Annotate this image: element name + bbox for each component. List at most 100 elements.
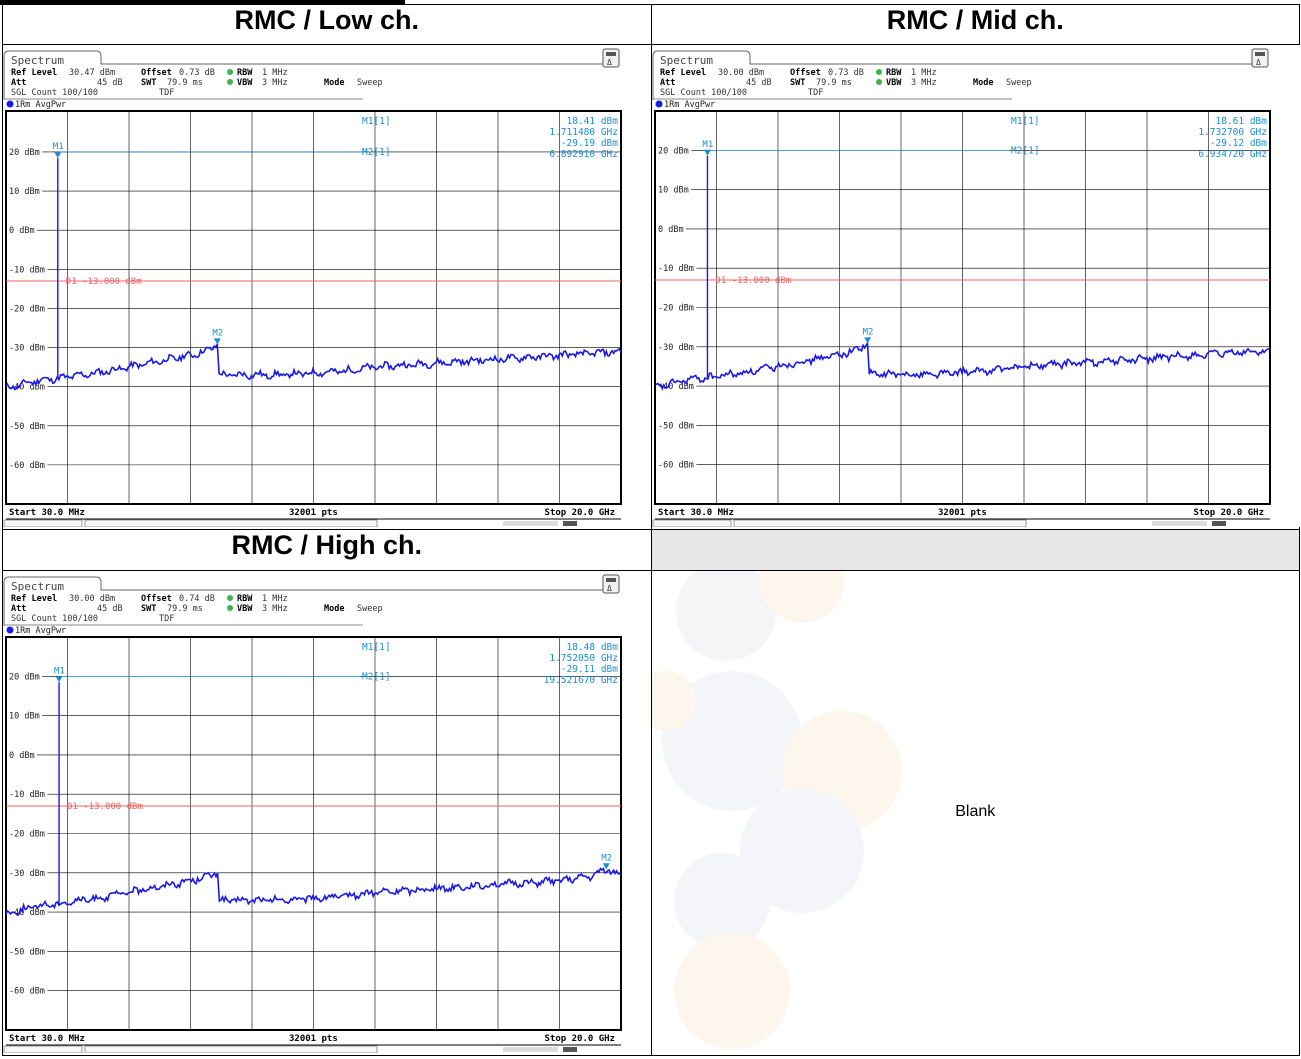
y-tick-label: -60 dBm <box>9 461 45 471</box>
y-tick-label-bg <box>7 146 43 158</box>
marker-label-m1: M1 <box>702 140 713 150</box>
vbw-value: 3 MHz <box>911 78 937 88</box>
progress-indicator <box>1151 521 1207 527</box>
trace-label: 1Rm AvgPwr <box>15 100 66 110</box>
mode-value: Sweep <box>357 78 383 88</box>
trace-indicator-dot <box>6 626 14 634</box>
panel-title: Spectrum <box>660 54 713 67</box>
limit-line-label: D1 -13.000 dBm <box>67 802 143 812</box>
y-tick-label: -20 dBm <box>9 829 45 839</box>
y-tick-label-bg <box>7 827 48 839</box>
swt-label: SWT <box>141 78 156 88</box>
rbw-value: 1 MHz <box>262 594 288 604</box>
att-value: 45 dB <box>97 604 123 614</box>
y-tick-label-bg <box>655 458 696 470</box>
rbw-value: 1 MHz <box>262 68 288 78</box>
offset-coupled-dot <box>227 594 233 601</box>
y-tick-label: -20 dBm <box>9 305 45 315</box>
header-empty <box>650 529 1300 571</box>
y-tick-label: -10 dBm <box>658 264 694 274</box>
tab-outline <box>3 576 619 626</box>
m2-readout-level: -29.11 dBm <box>561 664 618 675</box>
stop-frequency: Stop 20.0 GHz <box>1193 508 1263 518</box>
y-tick-label-bg <box>7 419 48 431</box>
rbw-label: RBW <box>237 68 253 78</box>
y-tick-label-bg <box>655 262 696 274</box>
y-tick-label-bg <box>655 301 696 313</box>
status-field-1 <box>3 519 83 528</box>
ref-level-label: Ref Level <box>11 68 57 78</box>
ref-level-value: 30.00 dBm <box>718 68 764 78</box>
marker-triangle-m2 <box>602 862 610 869</box>
offset-coupled-dot <box>227 69 233 76</box>
m1-readout-level: 18.48 dBm <box>567 642 619 653</box>
status-icon <box>563 521 577 527</box>
marker-label-m2: M2 <box>862 328 873 338</box>
start-frequency: Start 30.0 MHz <box>9 508 85 518</box>
y-tick-label: -40 dBm <box>9 908 45 918</box>
spectrum-trace <box>654 341 1270 392</box>
vbw-value: 3 MHz <box>262 78 288 88</box>
results-table: RMC / Low ch. RMC / Mid ch. Spectrum Δ Ref… <box>2 3 1300 1057</box>
settings-icon-bar <box>606 577 616 582</box>
sgl-count: SGL Count 100/100 <box>660 88 747 98</box>
y-tick-label: 0 dBm <box>9 226 35 236</box>
y-tick-label-bg <box>7 185 43 197</box>
m2-readout-freq: 19.521670 GHz <box>544 675 618 686</box>
y-tick-label: 10 dBm <box>658 186 689 196</box>
marker-triangle-m1 <box>703 149 711 156</box>
status-field-2 <box>733 519 1026 528</box>
status-field-1 <box>3 1045 83 1053</box>
start-frequency: Start 30.0 MHz <box>658 508 734 518</box>
plot-cell-mid: Spectrum Δ Ref Level 30.00 dBm Offset 0.73 dB… <box>650 44 1300 531</box>
y-tick-label-bg <box>7 380 48 392</box>
m2-readout-label: M2[1] <box>362 147 391 158</box>
marker-label-m2: M2 <box>212 329 223 339</box>
y-tick-label-bg <box>7 459 48 471</box>
swt-value: 79.9 ms <box>167 604 203 614</box>
y-tick-label-bg <box>655 223 686 235</box>
limit-line-label: D1 -13.000 dBm <box>715 276 791 286</box>
status-field-2 <box>84 519 378 528</box>
att-label: Att <box>11 78 26 88</box>
marker-label-m2: M2 <box>601 853 612 863</box>
marker-triangle-m1 <box>55 675 63 682</box>
offset-value: 0.73 dB <box>828 68 864 78</box>
settings-icon-bar <box>1254 52 1265 57</box>
tab-outline <box>3 50 619 101</box>
att-value: 45 dB <box>746 78 772 88</box>
tab-outline <box>652 50 1268 101</box>
y-tick-label: 10 dBm <box>9 711 40 721</box>
blank-cell: Blank <box>650 569 1300 1057</box>
mode-label: Mode <box>973 78 993 88</box>
m1-readout-level: 18.61 dBm <box>1215 116 1267 127</box>
m1-readout-freq: 1.732700 GHz <box>1198 127 1267 138</box>
y-tick-label: -10 dBm <box>9 790 45 800</box>
vbw-value: 3 MHz <box>262 604 288 614</box>
progress-indicator <box>503 1046 558 1052</box>
marker-triangle-m1 <box>54 152 62 159</box>
y-tick-label: -20 dBm <box>658 304 694 314</box>
ref-level-value: 30.47 dBm <box>69 68 115 78</box>
swt-value: 79.9 ms <box>167 78 203 88</box>
swt-coupled-dot <box>227 79 233 86</box>
marker-triangle-m2 <box>213 338 221 345</box>
y-tick-label: -10 dBm <box>9 265 45 275</box>
spectrum-plot-low: Spectrum Δ Ref Level 30.47 dBm Offset 0.73 dB… <box>3 45 651 528</box>
header-high-channel: RMC / High ch. <box>2 529 652 571</box>
y-tick-label: -40 dBm <box>9 383 45 393</box>
y-tick-label-bg <box>655 144 691 156</box>
mode-label: Mode <box>324 78 344 88</box>
spectrum-plot-high: Spectrum Δ Ref Level 30.00 dBm Offset 0.74 dB… <box>3 570 651 1053</box>
vbw-label: VBW <box>237 604 253 614</box>
y-tick-label-bg <box>655 419 696 431</box>
y-tick-label: -30 dBm <box>658 343 694 353</box>
m1-readout-freq: 1.711480 GHz <box>549 127 618 138</box>
y-tick-label: -50 dBm <box>9 947 45 957</box>
spectrum-plot-mid: Spectrum Δ Ref Level 30.00 dBm Offset 0.73 dB… <box>651 45 1300 528</box>
mode-value: Sweep <box>357 604 383 614</box>
m1-readout-level: 18.41 dBm <box>567 116 619 127</box>
swt-label: SWT <box>790 78 805 88</box>
stop-frequency: Stop 20.0 GHz <box>545 508 615 518</box>
marker-label-m1: M1 <box>54 666 65 676</box>
